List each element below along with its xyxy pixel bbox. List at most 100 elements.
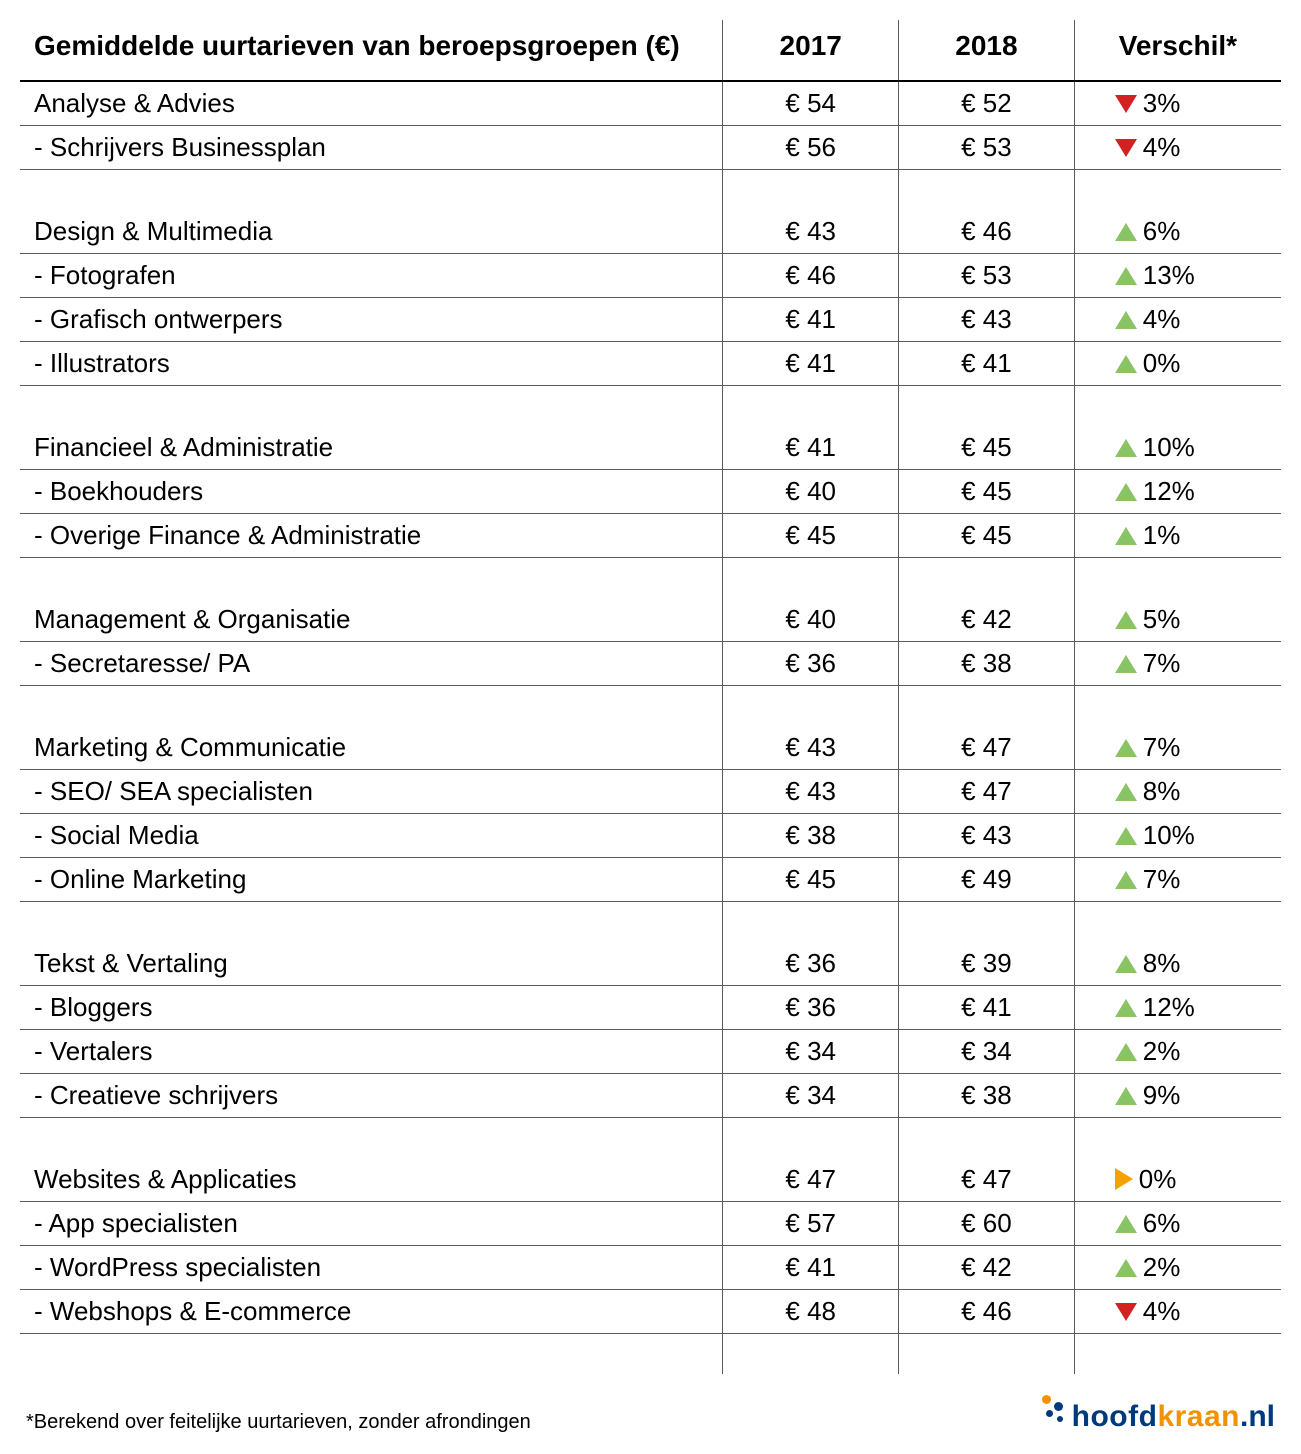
arrow-up-icon	[1115, 527, 1137, 545]
row-pct: 6%	[1143, 216, 1181, 246]
row-pct: 2%	[1143, 1252, 1181, 1282]
spacer-cell	[1074, 170, 1281, 210]
row-label: Design & Multimedia	[20, 210, 723, 254]
spacer-cell	[899, 386, 1075, 426]
row-year2: € 42	[899, 598, 1075, 642]
row-year1: € 47	[723, 1158, 899, 1202]
row-diff: 2%	[1074, 1246, 1281, 1290]
row-label: Financieel & Administratie	[20, 426, 723, 470]
row-year2: € 46	[899, 210, 1075, 254]
row-diff: 13%	[1074, 254, 1281, 298]
row-year1: € 45	[723, 858, 899, 902]
row-label: - Secretaresse/ PA	[20, 642, 723, 686]
spacer-cell	[20, 686, 723, 726]
row-year1: € 43	[723, 726, 899, 770]
row-year2: € 43	[899, 298, 1075, 342]
row-label: - Overige Finance & Administratie	[20, 514, 723, 558]
row-label: Websites & Applicaties	[20, 1158, 723, 1202]
row-pct: 1%	[1143, 520, 1181, 550]
row-label: - Creatieve schrijvers	[20, 1074, 723, 1118]
row-pct: 4%	[1143, 132, 1181, 162]
row-label: - SEO/ SEA specialisten	[20, 770, 723, 814]
spacer-cell	[899, 558, 1075, 598]
table-row: - Webshops & E-commerce€ 48€ 464%	[20, 1290, 1281, 1334]
row-diff: 12%	[1074, 470, 1281, 514]
row-year2: € 34	[899, 1030, 1075, 1074]
spacer-cell	[20, 1334, 723, 1374]
arrow-down-icon	[1115, 139, 1137, 157]
spacer-cell	[20, 170, 723, 210]
arrow-up-icon	[1115, 827, 1137, 845]
spacer-row	[20, 386, 1281, 426]
row-pct: 0%	[1143, 348, 1181, 378]
logo-text-2: kraan	[1157, 1400, 1240, 1434]
row-year1: € 54	[723, 81, 899, 126]
spacer-cell	[899, 1334, 1075, 1374]
row-label: Tekst & Vertaling	[20, 942, 723, 986]
row-diff: 8%	[1074, 942, 1281, 986]
table-row: Design & Multimedia€ 43€ 466%	[20, 210, 1281, 254]
table-header-row: Gemiddelde uurtarieven van beroepsgroepe…	[20, 20, 1281, 81]
row-pct: 2%	[1143, 1036, 1181, 1066]
arrow-up-icon	[1115, 611, 1137, 629]
arrow-up-icon	[1115, 223, 1137, 241]
row-pct: 8%	[1143, 776, 1181, 806]
row-label: - Social Media	[20, 814, 723, 858]
row-label: Analyse & Advies	[20, 81, 723, 126]
row-diff: 2%	[1074, 1030, 1281, 1074]
row-year1: € 48	[723, 1290, 899, 1334]
table-row: - Secretaresse/ PA€ 36€ 387%	[20, 642, 1281, 686]
spacer-cell	[1074, 1334, 1281, 1374]
row-year2: € 41	[899, 986, 1075, 1030]
row-diff: 8%	[1074, 770, 1281, 814]
table-row: - Overige Finance & Administratie€ 45€ 4…	[20, 514, 1281, 558]
arrow-up-icon	[1115, 483, 1137, 501]
col-header-diff: Verschil*	[1074, 20, 1281, 81]
spacer-row	[20, 902, 1281, 942]
row-diff: 1%	[1074, 514, 1281, 558]
row-year2: € 47	[899, 770, 1075, 814]
row-year2: € 60	[899, 1202, 1075, 1246]
row-diff: 3%	[1074, 81, 1281, 126]
row-year1: € 36	[723, 942, 899, 986]
table-row: - WordPress specialisten€ 41€ 422%	[20, 1246, 1281, 1290]
table-row: - Illustrators€ 41€ 410%	[20, 342, 1281, 386]
row-diff: 5%	[1074, 598, 1281, 642]
row-pct: 10%	[1143, 820, 1195, 850]
arrow-up-icon	[1115, 739, 1137, 757]
row-diff: 4%	[1074, 1290, 1281, 1334]
spacer-cell	[20, 558, 723, 598]
logo: hoofdkraan.nl	[1042, 1392, 1275, 1434]
footer: *Berekend over feitelijke uurtarieven, z…	[20, 1392, 1281, 1434]
row-year2: € 38	[899, 1074, 1075, 1118]
row-year1: € 34	[723, 1030, 899, 1074]
table-row: Tekst & Vertaling€ 36€ 398%	[20, 942, 1281, 986]
table-row: - Grafisch ontwerpers€ 41€ 434%	[20, 298, 1281, 342]
table-row: - App specialisten€ 57€ 606%	[20, 1202, 1281, 1246]
footnote-text: *Berekend over feitelijke uurtarieven, z…	[26, 1411, 531, 1434]
row-label: - Schrijvers Businessplan	[20, 126, 723, 170]
logo-text-3: .nl	[1240, 1400, 1275, 1434]
row-year1: € 41	[723, 298, 899, 342]
arrow-up-icon	[1115, 311, 1137, 329]
spacer-cell	[1074, 1118, 1281, 1158]
row-year1: € 41	[723, 1246, 899, 1290]
table-row: - Schrijvers Businessplan€ 56€ 534%	[20, 126, 1281, 170]
arrow-up-icon	[1115, 267, 1137, 285]
spacer-cell	[1074, 386, 1281, 426]
row-year1: € 36	[723, 986, 899, 1030]
spacer-cell	[899, 170, 1075, 210]
row-year1: € 56	[723, 126, 899, 170]
row-year2: € 45	[899, 470, 1075, 514]
row-year1: € 57	[723, 1202, 899, 1246]
spacer-row	[20, 1334, 1281, 1374]
row-label: - Fotografen	[20, 254, 723, 298]
table-row: - Social Media€ 38€ 4310%	[20, 814, 1281, 858]
row-year2: € 45	[899, 514, 1075, 558]
row-label: Management & Organisatie	[20, 598, 723, 642]
table-row: Websites & Applicaties€ 47€ 470%	[20, 1158, 1281, 1202]
table-row: Management & Organisatie€ 40€ 425%	[20, 598, 1281, 642]
row-label: - Online Marketing	[20, 858, 723, 902]
row-diff: 7%	[1074, 726, 1281, 770]
row-year2: € 42	[899, 1246, 1075, 1290]
